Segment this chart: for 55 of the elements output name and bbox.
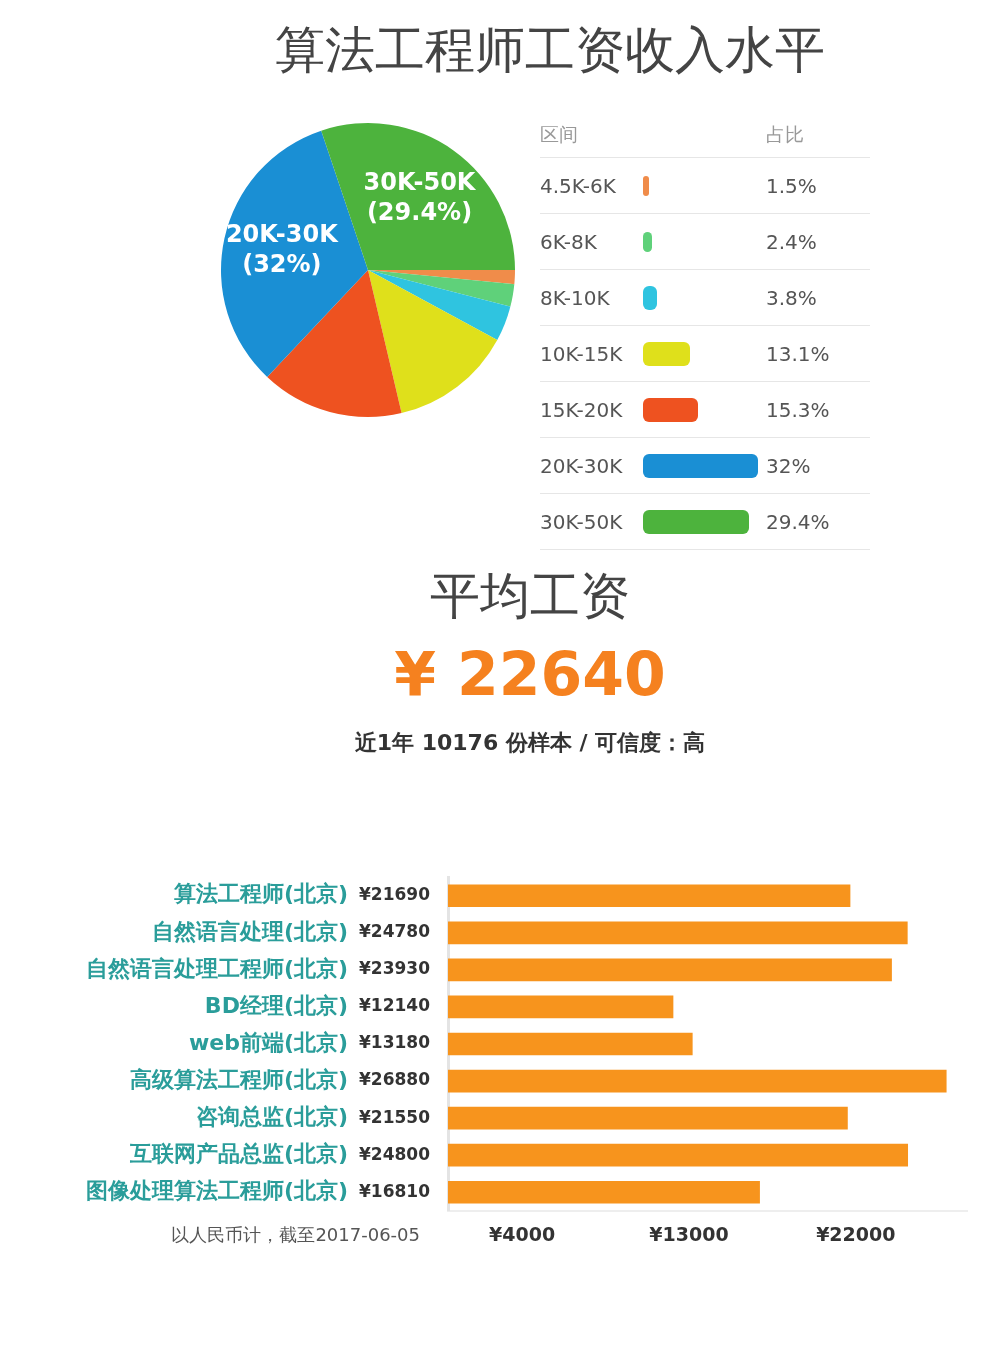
- legend-label: 10K-15K: [540, 341, 624, 366]
- text: 15.3%: [766, 397, 830, 422]
- data-label: ¥24780: [359, 921, 431, 942]
- y-tick-label: 咨询总监(北京): [195, 1103, 348, 1129]
- legend-label: 6K-8K: [540, 229, 598, 254]
- bar: [448, 1069, 947, 1093]
- text: 32%: [766, 453, 811, 478]
- text: 3.8%: [766, 285, 817, 310]
- data-label: ¥23930: [359, 958, 431, 979]
- data-label: (29.4%): [366, 197, 473, 226]
- y-tick-label: web前端(北京): [188, 1029, 348, 1055]
- data-label: ¥21690: [359, 884, 431, 905]
- legend-label: 8K-10K: [540, 285, 611, 310]
- bar: [448, 995, 674, 1019]
- legend-label: 4.5K-6K: [540, 173, 617, 198]
- data-label: ¥21550: [359, 1106, 431, 1127]
- data-label: (32%): [242, 250, 322, 279]
- y-tick-label: 互联网产品总监(北京): [128, 1140, 348, 1166]
- bar: [448, 921, 908, 945]
- text: 近1年 10176 份样本 / 可信度：高: [353, 729, 707, 757]
- text: 2.4%: [766, 229, 817, 254]
- text: 13.1%: [766, 341, 830, 366]
- data-label: ¥12140: [359, 995, 431, 1016]
- x-tick-label: ¥22000: [816, 1223, 896, 1246]
- bar: [448, 958, 892, 982]
- bar: [448, 1180, 760, 1204]
- text: 1.5%: [766, 173, 817, 198]
- bar: [448, 1106, 848, 1130]
- slice-label: 30K-50K: [363, 167, 477, 196]
- data-label: ¥16810: [359, 1180, 431, 1201]
- text: 以人民币计，截至2017-06-05: [171, 1224, 420, 1246]
- y-tick-label: 算法工程师(北京): [172, 881, 348, 907]
- category-label: 30K-50K: [540, 509, 623, 534]
- data-label: ¥24800: [359, 1143, 431, 1164]
- y-tick-label: BD经理(北京): [204, 992, 348, 1018]
- data-label: ¥26880: [359, 1069, 431, 1090]
- category-label: 20K-30K: [540, 453, 623, 478]
- text: 占比: [766, 121, 804, 147]
- y-tick-label: 自然语言处理(北京): [151, 918, 348, 944]
- legend-label: 15K-20K: [540, 397, 624, 422]
- text: 平均工资: [429, 566, 631, 627]
- y-tick-label: 图像处理算法工程师(北京): [85, 1177, 348, 1203]
- legend-title: 区间: [540, 121, 579, 147]
- slice-label: 20K-30K: [225, 220, 340, 249]
- y-tick-label: 高级算法工程师(北京): [129, 1066, 348, 1092]
- text: ¥ 22640: [393, 638, 667, 711]
- data-label: ¥13180: [359, 1032, 431, 1053]
- y-tick-label: 自然语言处理工程师(北京): [85, 955, 348, 981]
- text: 29.4%: [766, 509, 830, 534]
- chart-title: 算法工程师工资收入水平: [274, 20, 826, 81]
- x-tick-label: ¥4000: [489, 1223, 556, 1246]
- bar: [448, 1032, 693, 1056]
- bar: [448, 884, 851, 908]
- bar: [448, 1143, 909, 1167]
- x-tick-label: ¥13000: [649, 1223, 729, 1246]
